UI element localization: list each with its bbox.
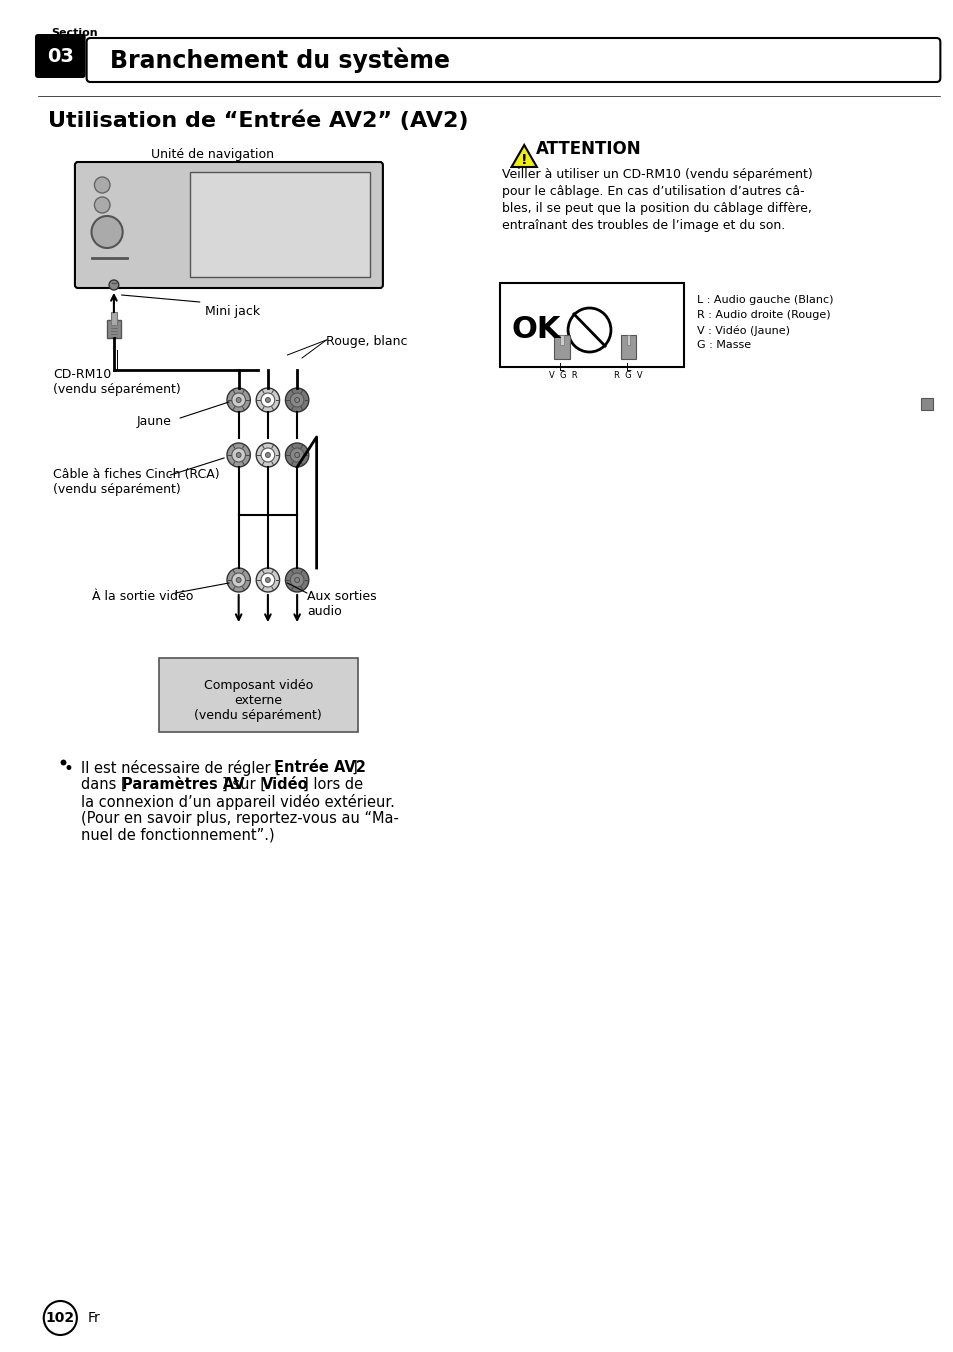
- Circle shape: [290, 393, 304, 407]
- Text: G : Masse: G : Masse: [696, 339, 750, 350]
- Circle shape: [285, 568, 309, 592]
- Circle shape: [290, 448, 304, 462]
- Text: R  G  V: R G V: [613, 370, 641, 380]
- Circle shape: [232, 393, 245, 407]
- Circle shape: [94, 197, 110, 214]
- Text: ATTENTION: ATTENTION: [536, 141, 640, 158]
- Text: Entrée AV2: Entrée AV2: [274, 760, 365, 775]
- Text: Unité de navigation: Unité de navigation: [151, 147, 274, 161]
- Circle shape: [227, 443, 250, 466]
- Circle shape: [294, 397, 299, 403]
- Text: Fr: Fr: [88, 1311, 100, 1325]
- Text: Aux sorties
audio: Aux sorties audio: [307, 589, 376, 618]
- Text: !: !: [520, 153, 527, 168]
- Circle shape: [261, 393, 274, 407]
- Text: Mini jack: Mini jack: [204, 306, 259, 318]
- Text: L: L: [625, 362, 631, 373]
- Polygon shape: [511, 145, 537, 168]
- FancyBboxPatch shape: [87, 38, 940, 82]
- Circle shape: [261, 573, 274, 587]
- Bar: [107, 320, 121, 338]
- Circle shape: [94, 177, 110, 193]
- Text: la connexion d’un appareil vidéo extérieur.: la connexion d’un appareil vidéo extérie…: [81, 794, 395, 810]
- Text: Utilisation de “Entrée AV2” (AV2): Utilisation de “Entrée AV2” (AV2): [48, 110, 468, 131]
- Circle shape: [227, 388, 250, 412]
- Text: À la sortie vidéo: À la sortie vidéo: [92, 589, 193, 603]
- Text: Paramètres AV: Paramètres AV: [122, 777, 244, 792]
- Text: ] lors de: ] lors de: [303, 777, 363, 792]
- Text: ]: ]: [352, 760, 357, 775]
- Circle shape: [109, 280, 119, 289]
- Circle shape: [294, 453, 299, 457]
- Bar: [626, 335, 630, 345]
- Circle shape: [256, 388, 279, 412]
- Circle shape: [227, 568, 250, 592]
- Text: OK: OK: [511, 315, 560, 345]
- Bar: [190, 172, 370, 277]
- Text: CD-RM10
(vendu séparément): CD-RM10 (vendu séparément): [53, 368, 181, 396]
- Circle shape: [256, 568, 279, 592]
- Circle shape: [44, 1301, 77, 1334]
- Text: ] sur [: ] sur [: [222, 777, 266, 792]
- Text: (Pour en savoir plus, reportez-vous au “Ma-: (Pour en savoir plus, reportez-vous au “…: [81, 811, 398, 826]
- Bar: [559, 335, 563, 345]
- Text: L: L: [558, 362, 564, 373]
- Text: Il est nécessaire de régler [: Il est nécessaire de régler [: [81, 760, 280, 776]
- Bar: [554, 335, 570, 360]
- Text: •: •: [63, 760, 73, 777]
- FancyBboxPatch shape: [158, 658, 357, 731]
- Text: nuel de fonctionnement”.): nuel de fonctionnement”.): [81, 827, 274, 844]
- Circle shape: [232, 448, 245, 462]
- Circle shape: [290, 573, 304, 587]
- Text: V : Vidéo (Jaune): V : Vidéo (Jaune): [696, 324, 789, 335]
- Text: R : Audio droite (Rouge): R : Audio droite (Rouge): [696, 310, 829, 320]
- Circle shape: [261, 448, 274, 462]
- FancyBboxPatch shape: [499, 283, 683, 366]
- Circle shape: [285, 443, 309, 466]
- Circle shape: [265, 453, 270, 457]
- Circle shape: [91, 216, 123, 247]
- Circle shape: [236, 577, 241, 583]
- FancyBboxPatch shape: [35, 34, 86, 78]
- Circle shape: [236, 453, 241, 457]
- Text: dans [: dans [: [81, 777, 127, 792]
- Text: Veiller à utiliser un CD-RM10 (vendu séparément)
pour le câblage. En cas d’utili: Veiller à utiliser un CD-RM10 (vendu sép…: [501, 168, 812, 233]
- Text: Composant vidéo
externe
(vendu séparément): Composant vidéo externe (vendu séparémen…: [194, 679, 322, 722]
- Circle shape: [294, 577, 299, 583]
- Circle shape: [265, 397, 270, 403]
- Text: Rouge, blanc: Rouge, blanc: [326, 335, 408, 347]
- Bar: [111, 312, 116, 324]
- Text: Branchement du système: Branchement du système: [110, 47, 450, 73]
- Text: Section: Section: [51, 28, 98, 38]
- Text: Jaune: Jaune: [136, 415, 171, 429]
- Circle shape: [265, 577, 270, 583]
- Text: L : Audio gauche (Blanc): L : Audio gauche (Blanc): [696, 295, 832, 306]
- Text: Vidéo: Vidéo: [262, 777, 309, 792]
- Text: 03: 03: [47, 46, 73, 65]
- Text: 102: 102: [46, 1311, 74, 1325]
- Circle shape: [256, 443, 279, 466]
- Text: Câble à fiches Cinch (RCA)
(vendu séparément): Câble à fiches Cinch (RCA) (vendu séparé…: [53, 468, 220, 496]
- FancyBboxPatch shape: [75, 162, 382, 288]
- Bar: [920, 397, 932, 410]
- Circle shape: [232, 573, 245, 587]
- Bar: [620, 335, 636, 360]
- Circle shape: [567, 308, 610, 352]
- Text: V  G  R: V G R: [548, 370, 577, 380]
- Circle shape: [236, 397, 241, 403]
- Circle shape: [285, 388, 309, 412]
